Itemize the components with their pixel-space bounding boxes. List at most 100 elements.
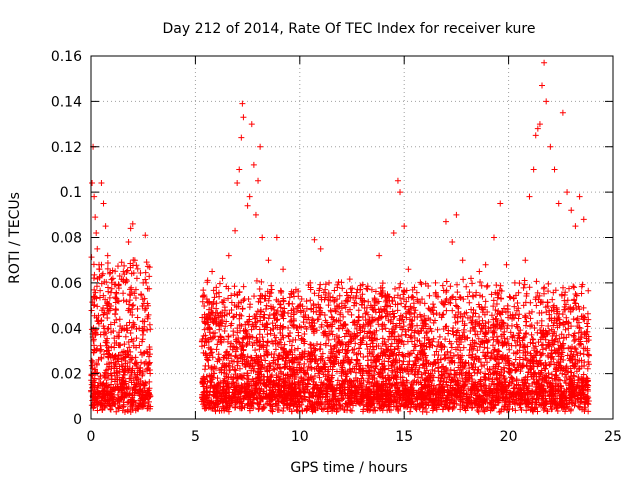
data-point — [104, 400, 111, 407]
data-point — [112, 376, 119, 383]
data-point — [228, 292, 235, 299]
data-point — [104, 382, 111, 389]
data-point — [114, 383, 121, 390]
data-point — [109, 402, 116, 409]
data-point — [123, 269, 130, 276]
data-point — [135, 381, 142, 388]
data-point — [104, 260, 111, 267]
data-point — [91, 293, 98, 300]
data-point — [557, 377, 564, 384]
data-point — [129, 302, 136, 309]
data-point — [141, 395, 148, 402]
data-point — [105, 353, 112, 360]
data-point — [516, 354, 523, 361]
data-point — [352, 340, 359, 347]
data-point — [467, 327, 474, 334]
data-point — [91, 346, 98, 353]
data-point — [120, 278, 127, 285]
data-point — [145, 353, 152, 360]
data-point — [119, 380, 126, 387]
data-point — [231, 283, 238, 290]
data-point — [336, 292, 343, 299]
data-point — [104, 284, 111, 291]
data-point — [112, 294, 119, 301]
data-point — [123, 276, 130, 283]
data-point — [107, 321, 114, 328]
data-point — [114, 391, 121, 398]
data-point — [101, 388, 108, 395]
data-point — [450, 324, 457, 331]
data-point — [102, 330, 109, 337]
data-point — [128, 270, 135, 277]
data-point — [127, 264, 134, 271]
data-point — [107, 403, 114, 410]
data-point — [98, 355, 105, 362]
data-point — [146, 321, 153, 328]
data-point — [93, 360, 100, 367]
data-point — [117, 342, 124, 349]
data-point — [322, 286, 329, 293]
data-point — [109, 352, 116, 359]
data-point — [115, 358, 122, 365]
data-point — [96, 376, 103, 383]
data-point — [115, 333, 122, 340]
data-point — [115, 404, 122, 411]
data-point — [145, 360, 152, 367]
data-point — [111, 335, 118, 342]
data-point — [107, 303, 114, 310]
data-point — [118, 394, 125, 401]
data-point — [107, 307, 114, 314]
data-point — [96, 389, 103, 396]
data-point — [115, 282, 122, 289]
data-point — [91, 271, 98, 278]
data-point — [113, 408, 120, 415]
data-point — [142, 276, 149, 283]
data-point — [131, 369, 138, 376]
data-point — [126, 391, 133, 398]
data-point — [464, 293, 471, 300]
data-point — [534, 408, 541, 415]
data-point — [144, 263, 151, 270]
data-point — [360, 377, 367, 384]
data-point — [139, 351, 146, 358]
data-point — [116, 398, 123, 405]
data-point — [133, 344, 140, 351]
data-point — [322, 281, 329, 288]
data-point — [360, 354, 367, 361]
data-point — [126, 365, 133, 372]
data-point — [141, 307, 148, 314]
data-point — [129, 404, 136, 411]
data-point — [107, 289, 114, 296]
data-point — [97, 348, 104, 355]
data-point — [139, 336, 146, 343]
data-point — [545, 323, 552, 330]
data-point — [131, 321, 138, 328]
data-point — [490, 342, 497, 349]
data-point — [102, 392, 109, 399]
data-point — [92, 289, 99, 296]
data-point — [134, 314, 141, 321]
data-point — [121, 341, 128, 348]
data-point — [119, 393, 126, 400]
data-point — [454, 289, 461, 296]
data-point — [92, 369, 99, 376]
data-point — [94, 389, 101, 396]
data-point — [145, 302, 152, 309]
data-point — [106, 294, 113, 301]
data-point — [231, 366, 238, 373]
data-point — [201, 326, 208, 333]
data-point — [144, 405, 151, 412]
data-point — [132, 407, 139, 414]
data-point — [141, 323, 148, 330]
data-point — [545, 280, 552, 287]
data-point — [578, 341, 585, 348]
data-point — [137, 397, 144, 404]
data-point — [101, 374, 108, 381]
data-point — [93, 385, 100, 392]
data-point — [94, 401, 101, 408]
data-point — [142, 380, 149, 387]
data-point — [101, 398, 108, 405]
data-point — [109, 267, 116, 274]
data-point — [130, 302, 137, 309]
